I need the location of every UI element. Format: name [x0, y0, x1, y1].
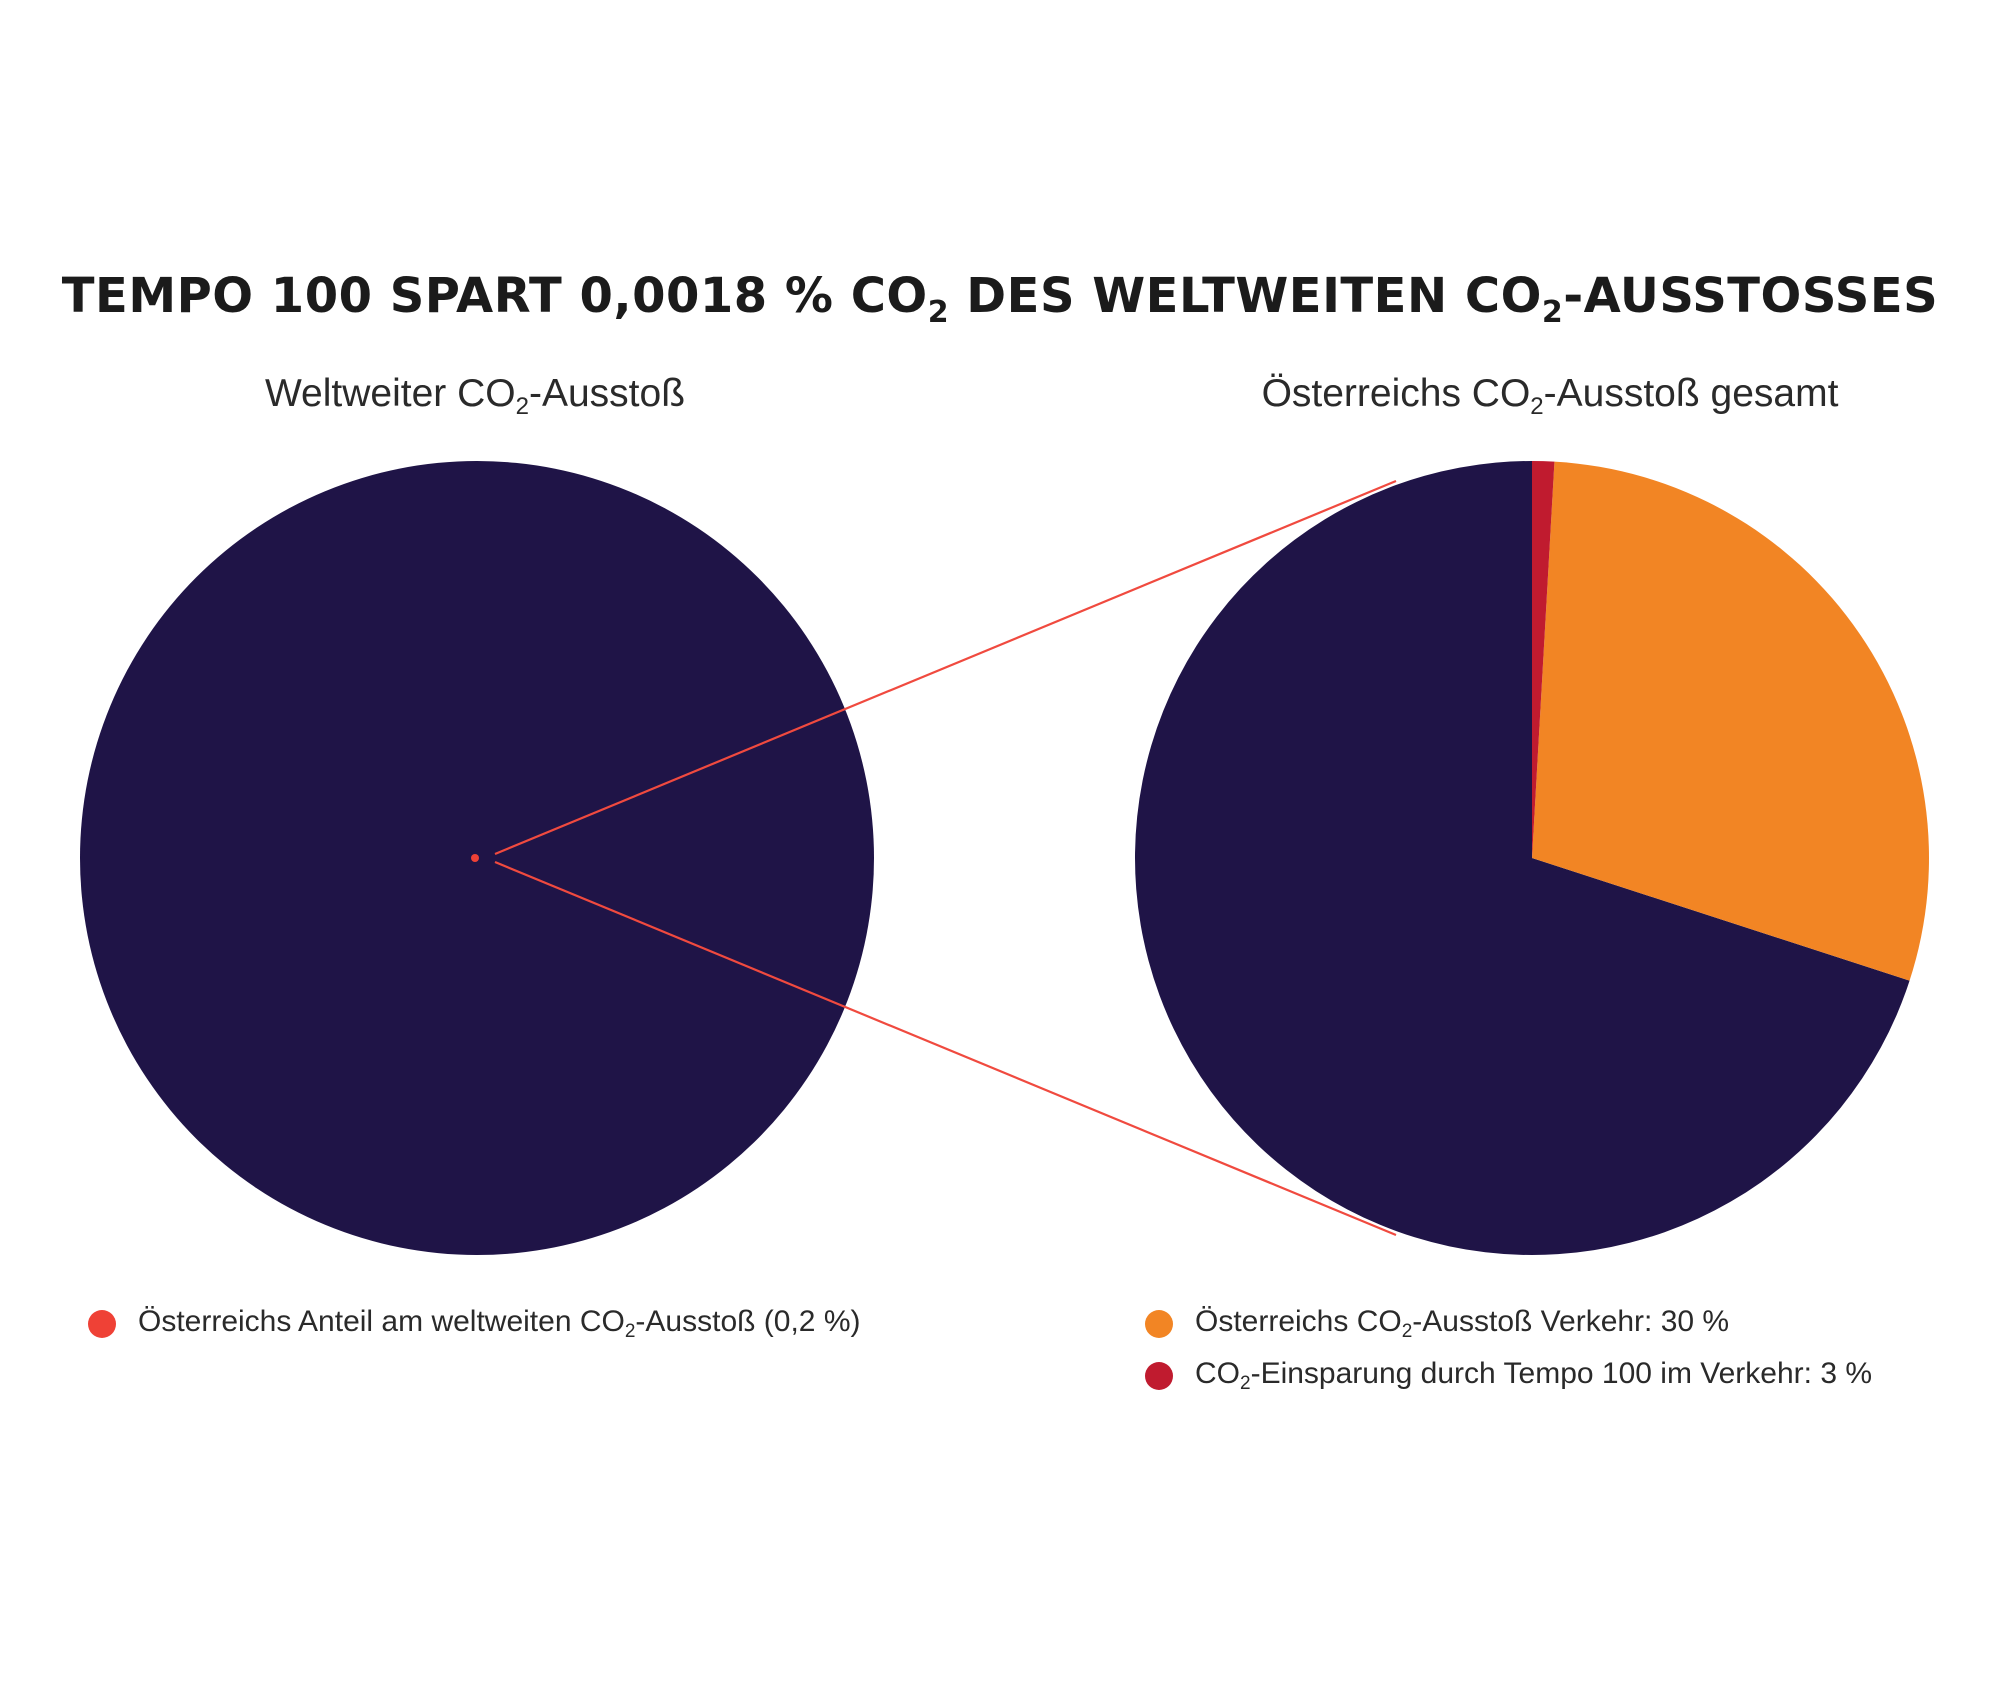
pie-slice-rest-austria: [1135, 461, 1910, 1255]
zoom-connectors: [494, 479, 1397, 1237]
legend-item-austria-share: Österreichs Anteil am weltweiten CO2-Aus…: [88, 1298, 860, 1350]
left-legend: Österreichs Anteil am weltweiten CO2-Aus…: [88, 1298, 860, 1350]
pie-slice-traffic: [1532, 461, 1930, 981]
right-pie-title: Österreichs CO2-Ausstoß gesamt: [1261, 372, 1839, 420]
pie-slice-austria-share: [471, 854, 479, 862]
legend-swatch: [88, 1310, 116, 1338]
right-pie: [1135, 461, 1930, 1255]
legend-swatch: [1145, 1362, 1173, 1390]
zoom-connector-top: [494, 479, 1397, 856]
legend-label: CO2-Einsparung durch Tempo 100 im Verkeh…: [1195, 1357, 1873, 1394]
chart-title: TEMPO 100 SPART 0,0018 % CO2 DES WELTWEI…: [61, 268, 1939, 330]
left-pie-title: Weltweiter CO2-Ausstoß: [264, 372, 686, 420]
left-pie: [80, 461, 874, 1255]
zoom-connector-bottom: [494, 860, 1397, 1237]
legend-label: Österreichs Anteil am weltweiten CO2-Aus…: [138, 1305, 861, 1342]
legend-label: Österreichs CO2-Ausstoß Verkehr: 30 %: [1195, 1305, 1730, 1342]
right-legend: Österreichs CO2-Ausstoß Verkehr: 30 % CO…: [1145, 1298, 1872, 1402]
pie-slice-tempo100-savings: [1532, 461, 1555, 858]
legend-swatch: [1145, 1310, 1173, 1338]
legend-item-traffic: Österreichs CO2-Ausstoß Verkehr: 30 %: [1145, 1298, 1872, 1350]
legend-item-tempo100-savings: CO2-Einsparung durch Tempo 100 im Verkeh…: [1145, 1350, 1872, 1402]
